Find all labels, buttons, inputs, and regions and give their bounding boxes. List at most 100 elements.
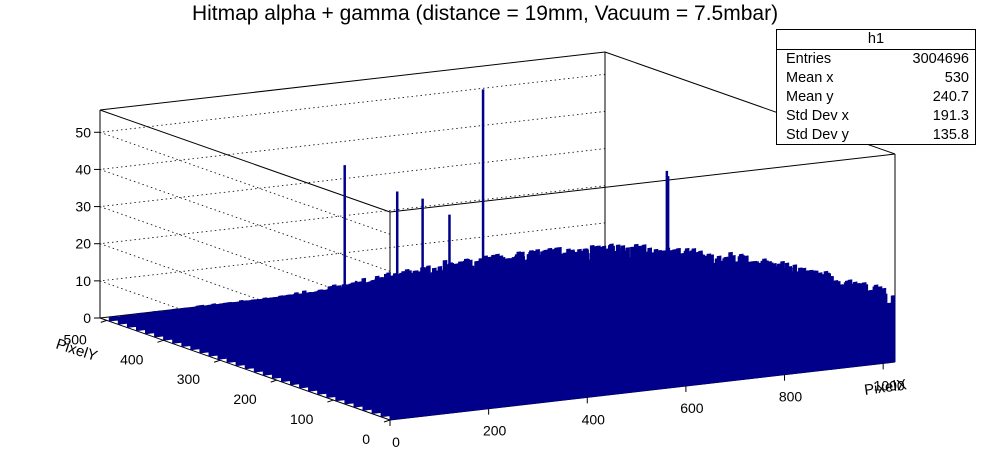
histogram-bar — [284, 316, 290, 382]
histogram-bar — [203, 317, 208, 353]
histogram-bar — [429, 327, 434, 416]
histogram-bar — [253, 322, 259, 373]
histogram-bar — [456, 292, 462, 413]
y-tick-label: 0 — [362, 431, 370, 447]
y-tick — [213, 359, 221, 363]
x-tick-label: 1000 — [874, 377, 905, 393]
histogram-bar — [519, 301, 525, 406]
histogram-bar — [721, 260, 726, 383]
y-tick — [270, 379, 277, 383]
histogram-bar — [266, 320, 272, 376]
histogram-bar — [208, 312, 213, 357]
histogram-bar — [235, 317, 241, 367]
x-tick-label: 200 — [483, 423, 507, 439]
histogram-bar — [543, 292, 549, 403]
histogram-bar — [823, 270, 829, 371]
histogram-bar — [752, 268, 758, 379]
histogram-bar — [181, 316, 186, 348]
stats-label: Mean y — [786, 89, 834, 105]
histogram-bar — [673, 275, 679, 388]
histogram-bar — [874, 302, 880, 365]
histogram-bar — [472, 288, 478, 411]
histogram-bar — [657, 280, 663, 390]
histogram-bar — [339, 327, 344, 401]
histogram-bar — [618, 285, 624, 395]
z-tick-label: 0 — [83, 310, 91, 326]
histogram-bar — [847, 282, 852, 368]
frame-edge — [389, 153, 896, 213]
histogram-bar — [163, 318, 168, 341]
histogram-bar — [375, 327, 381, 414]
x-tick-label: 600 — [680, 400, 704, 416]
histogram-bar — [713, 278, 718, 384]
histogram-bar — [515, 298, 521, 406]
histogram-bar — [321, 306, 326, 395]
histogram-bar — [500, 284, 505, 408]
histogram-bar — [819, 281, 825, 371]
histogram-bar — [440, 311, 446, 415]
histogram-bar — [397, 329, 403, 420]
histogram-bar — [401, 326, 407, 419]
histogram-bar — [308, 322, 313, 392]
histogram-bar — [547, 279, 553, 403]
histogram-bar — [167, 315, 172, 341]
histogram-bar — [748, 271, 754, 380]
histogram-bar — [476, 316, 482, 411]
histogram-bar — [870, 295, 876, 366]
histogram-bar — [725, 266, 730, 382]
histogram-bar — [701, 285, 706, 385]
histogram-bar — [217, 320, 223, 360]
histogram-bar — [312, 318, 317, 392]
histogram-bar — [425, 330, 430, 417]
histogram-bar — [393, 338, 399, 420]
histogram-bar — [598, 284, 604, 397]
histogram-bar — [606, 283, 612, 396]
histogram-bar — [744, 287, 750, 380]
histogram-bar — [784, 273, 789, 376]
histogram-bar — [366, 312, 372, 411]
histogram-bar — [788, 284, 793, 375]
histogram-bar — [827, 275, 833, 371]
histogram-bar — [190, 313, 195, 351]
stats-value: 240.7 — [932, 89, 969, 105]
axis-ticks: 0102030405002004006008001000010020030040… — [63, 124, 905, 450]
histogram-bar — [855, 284, 860, 367]
y-tick — [157, 339, 164, 343]
histogram-bar — [579, 261, 584, 399]
y-tick-label: 400 — [120, 351, 144, 367]
histogram-bar — [194, 313, 199, 350]
histogram-bar — [293, 322, 299, 385]
histogram-bar — [496, 284, 501, 409]
histogram-bar — [728, 286, 734, 382]
histogram-bar — [555, 285, 560, 402]
chart-title: Hitmap alpha + gamma (distance = 19mm, V… — [191, 2, 779, 25]
histogram-bar — [176, 321, 181, 344]
histogram-bar — [709, 267, 714, 384]
histogram-bar — [380, 326, 386, 418]
histogram-bar — [622, 258, 628, 394]
histogram-bar — [669, 279, 675, 389]
histogram-bar — [539, 269, 545, 404]
histogram-bar — [433, 316, 438, 416]
histogram-bar — [851, 295, 856, 368]
grid-line — [99, 111, 606, 272]
histogram-bar — [863, 296, 868, 366]
histogram-bar — [697, 262, 703, 386]
histogram-bar — [590, 288, 596, 398]
histogram-bar — [121, 317, 127, 325]
histogram-bar — [136, 318, 141, 332]
histogram-bar — [796, 272, 801, 374]
histogram-bar — [244, 316, 250, 370]
histogram-bar — [807, 270, 813, 373]
histogram-bar — [126, 316, 132, 328]
stats-row-mean-x: Mean x 530 — [777, 69, 975, 88]
x-tick-label: 400 — [582, 411, 606, 427]
histogram-bar — [740, 284, 746, 381]
histogram-bar — [681, 280, 687, 387]
histogram-bar — [867, 290, 872, 366]
histogram-bar — [330, 311, 335, 398]
histogram-bar — [362, 325, 368, 411]
histogram-bar — [417, 310, 422, 418]
histogram-bar — [693, 268, 699, 386]
